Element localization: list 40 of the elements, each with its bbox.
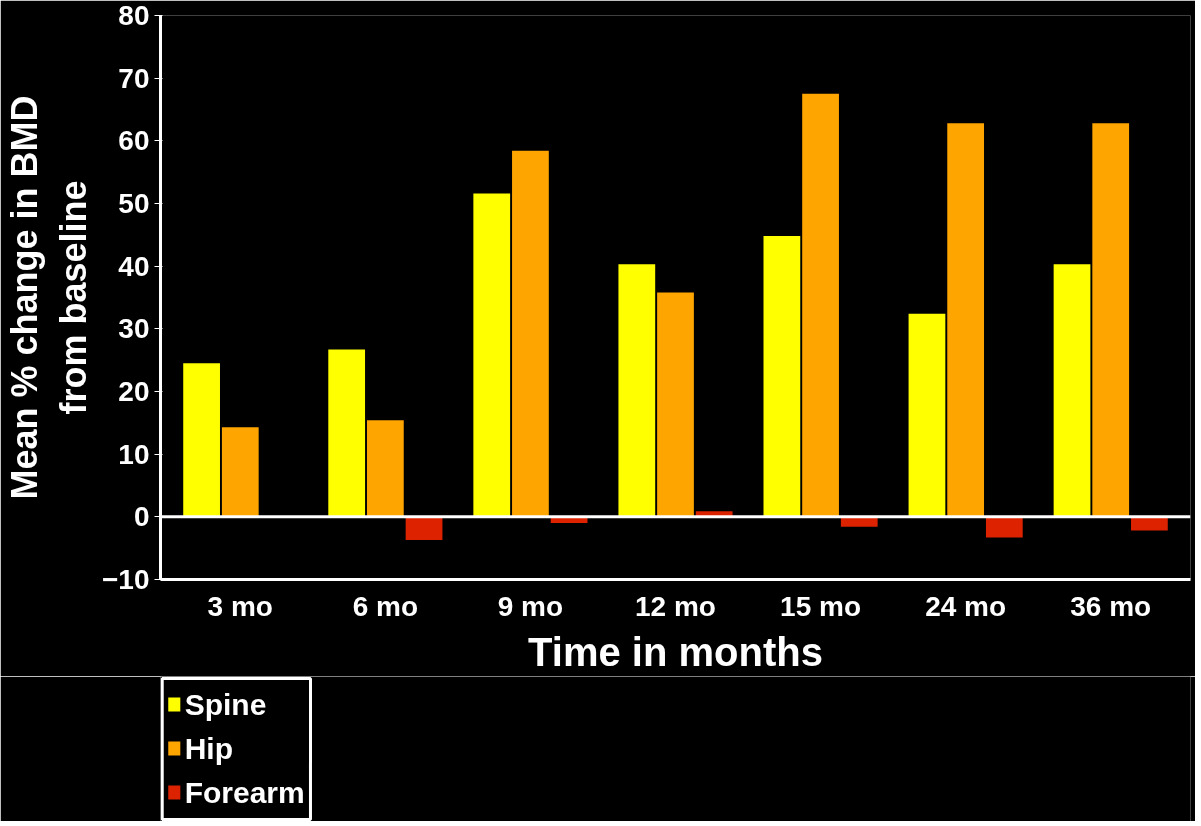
y-tick-label: 60 bbox=[118, 125, 150, 157]
y-tick-label: 70 bbox=[118, 62, 150, 94]
bar bbox=[657, 292, 694, 517]
bar bbox=[1092, 123, 1130, 517]
y-axis-title: Mean % change in BMD from baseline bbox=[3, 95, 94, 500]
y-tick-label: 20 bbox=[118, 376, 150, 407]
bar bbox=[473, 193, 511, 517]
legend-label: Hip bbox=[184, 732, 233, 765]
bar bbox=[1131, 516, 1168, 531]
bar bbox=[512, 150, 549, 517]
bar bbox=[985, 516, 1023, 538]
bar bbox=[763, 236, 801, 517]
y-tick-label: 50 bbox=[118, 188, 150, 219]
x-tick-label: 15 mo bbox=[780, 590, 862, 622]
y-tick-label: 10 bbox=[118, 438, 150, 470]
y-tick-label: 80 bbox=[118, 0, 150, 31]
bar bbox=[328, 349, 366, 517]
bar bbox=[908, 313, 946, 517]
x-tick-label: 3 mo bbox=[207, 590, 273, 622]
bar bbox=[947, 123, 985, 517]
bar bbox=[366, 420, 404, 517]
bar bbox=[221, 427, 259, 517]
bar bbox=[802, 93, 839, 517]
y-tick-label: −10 bbox=[102, 564, 150, 595]
y-tick-label: 0 bbox=[133, 501, 150, 533]
x-tick-label: 6 mo bbox=[352, 590, 419, 622]
x-tick-label: 36 mo bbox=[1070, 590, 1152, 622]
x-tick-label: 9 mo bbox=[497, 590, 564, 622]
legend-label: Forearm bbox=[184, 776, 305, 809]
x-tick-label: 12 mo bbox=[635, 590, 716, 622]
x-axis-title: Time in months bbox=[528, 629, 823, 674]
bar bbox=[183, 363, 220, 517]
legend-label: Spine bbox=[184, 688, 267, 721]
bar bbox=[405, 516, 443, 541]
y-tick-label: 30 bbox=[118, 313, 150, 345]
y-tick-label: 40 bbox=[118, 250, 150, 282]
bar bbox=[840, 516, 878, 527]
bar bbox=[618, 264, 656, 517]
bar bbox=[1053, 264, 1091, 517]
x-tick-label: 24 mo bbox=[925, 590, 1007, 622]
